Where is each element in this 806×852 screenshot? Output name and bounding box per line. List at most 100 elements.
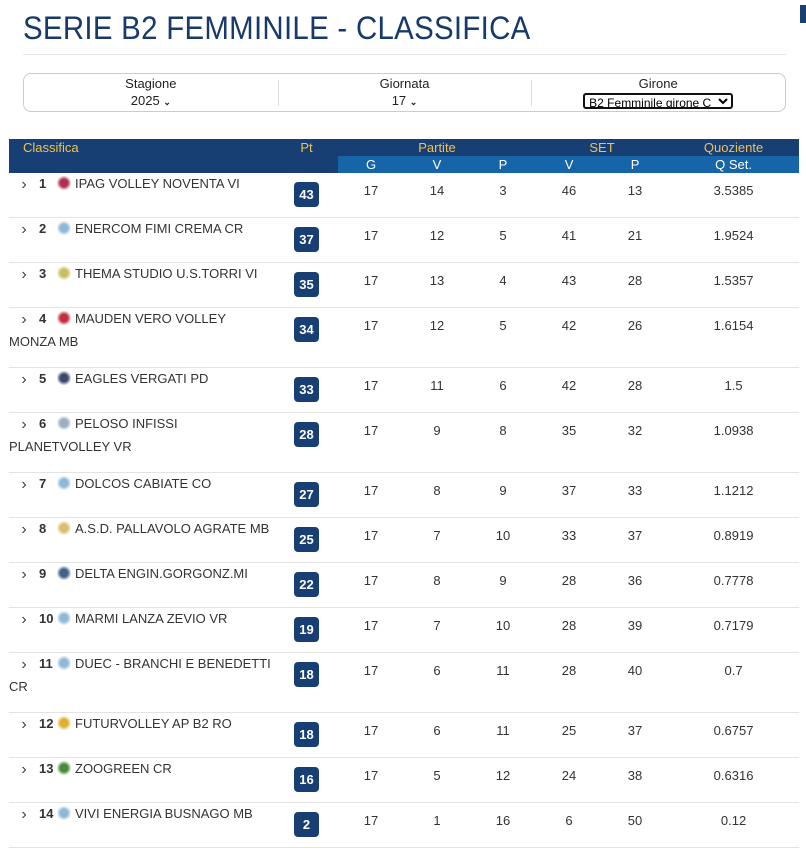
table-row[interactable]: › 1 IPAG VOLLEY NOVENTA VI 43 17 14 3 46 13 3.538…	[9, 173, 800, 218]
expand-chevron-icon[interactable]: ›	[21, 416, 27, 433]
header-pt: Pt	[275, 139, 338, 156]
team-name[interactable]: ENERCOM FIMI CREMA CR	[75, 221, 244, 236]
filter-label: Girone	[638, 76, 678, 91]
expand-chevron-icon[interactable]: ›	[21, 566, 27, 583]
team-logo-icon	[57, 760, 71, 776]
standings-table: Classifica Pt Partite SET Quoziente G V …	[9, 139, 800, 848]
expand-chevron-icon[interactable]: ›	[21, 806, 27, 823]
subheader-v: V	[404, 156, 470, 173]
expand-chevron-icon[interactable]: ›	[21, 371, 27, 388]
team-cell: › 10 MARMI LANZA ZEVIO VR	[9, 607, 275, 653]
cell-sp: 28	[602, 262, 669, 308]
points-badge: 16	[294, 767, 319, 792]
cell-q: 1.5357	[668, 262, 800, 308]
cell-g: 17	[338, 802, 404, 848]
position: 6	[39, 416, 47, 431]
expand-chevron-icon[interactable]: ›	[21, 611, 27, 628]
cell-g: 17	[338, 712, 404, 758]
points-badge: 22	[294, 572, 319, 597]
position: 5	[39, 371, 47, 386]
table-row[interactable]: › 8 A.S.D. PALLAVOLO AGRATE MB 25 17 7 10 33 37 0…	[9, 517, 800, 563]
cell-p: 5	[470, 217, 537, 263]
team-cell: › 2 ENERCOM FIMI CREMA CR	[9, 217, 275, 263]
expand-chevron-icon[interactable]: ›	[21, 176, 27, 193]
cell-q: 1.6154	[668, 307, 800, 368]
cell-p: 6	[470, 367, 537, 413]
team-name[interactable]: EAGLES VERGATI PD	[75, 371, 209, 386]
cell-sp: 13	[602, 173, 669, 218]
cell-sv: 35	[536, 412, 603, 473]
header-set: SET	[536, 139, 669, 156]
team-logo-icon	[57, 715, 71, 731]
team-name[interactable]: MARMI LANZA ZEVIO VR	[75, 611, 228, 626]
chevron-down-icon: ⌄	[409, 97, 418, 107]
team-logo-icon	[57, 805, 71, 821]
team-name[interactable]: PELOSO INFISSI PLANETVOLLEY VR	[9, 416, 178, 454]
cell-sp: 33	[602, 472, 669, 518]
cell-sv: 28	[536, 562, 603, 608]
stagione-dropdown[interactable]: 2025 ⌄	[130, 93, 171, 108]
team-name[interactable]: VIVI ENERGIA BUSNAGO MB	[75, 806, 253, 821]
table-row[interactable]: › 3 THEMA STUDIO U.S.TORRI VI 35 17 13 4 43 28 1.…	[9, 262, 800, 308]
team-name[interactable]: MAUDEN VERO VOLLEY MONZA MB	[9, 311, 226, 349]
position: 1	[39, 176, 47, 191]
points-badge: 35	[294, 272, 319, 297]
cell-p: 5	[470, 307, 537, 368]
cell-g: 17	[338, 652, 404, 713]
expand-chevron-icon[interactable]: ›	[21, 521, 27, 538]
points-badge: 2	[294, 812, 319, 837]
table-row[interactable]: › 5 EAGLES VERGATI PD 33 17 11 6 42 28 1.5	[9, 367, 800, 413]
table-row[interactable]: › 11 DUEC - BRANCHI E BENEDETTI CR 18 17 6 11 2…	[9, 652, 800, 713]
team-cell: › 13 ZOOGREEN CR	[9, 757, 275, 803]
table-row[interactable]: › 6 PELOSO INFISSI PLANETVOLLEY VR 28 17 9 8 35…	[9, 412, 800, 473]
expand-chevron-icon[interactable]: ›	[21, 221, 27, 238]
position: 11	[39, 656, 53, 671]
table-row[interactable]: › 12 FUTURVOLLEY AP B2 RO 18 17 6 11 25 37 0.6757	[9, 712, 800, 758]
cell-q: 1.9524	[668, 217, 800, 263]
cell-sv: 28	[536, 607, 603, 653]
team-name[interactable]: A.S.D. PALLAVOLO AGRATE MB	[75, 521, 270, 536]
giornata-dropdown[interactable]: 17 ⌄	[391, 93, 418, 108]
cell-sv: 33	[536, 517, 603, 563]
table-row[interactable]: › 14 VIVI ENERGIA BUSNAGO MB 2 17 1 16 6 50 0.12	[9, 802, 800, 848]
table-row[interactable]: › 9 DELTA ENGIN.GORGONZ.MI 22 17 8 9 28 36 0.7778	[9, 562, 800, 608]
cell-p: 8	[470, 412, 537, 473]
expand-chevron-icon[interactable]: ›	[21, 716, 27, 733]
expand-chevron-icon[interactable]: ›	[21, 761, 27, 778]
team-name[interactable]: THEMA STUDIO U.S.TORRI VI	[75, 266, 258, 281]
team-name[interactable]: DOLCOS CABIATE CO	[75, 476, 212, 491]
team-cell: › 7 DOLCOS CABIATE CO	[9, 472, 275, 518]
header-partite: Partite	[338, 139, 537, 156]
subheader-g: G	[338, 156, 404, 173]
cell-sv: 6	[536, 802, 603, 848]
team-name[interactable]: DUEC - BRANCHI E BENEDETTI CR	[9, 656, 271, 694]
points-badge: 18	[294, 662, 319, 687]
points-badge: 33	[294, 377, 319, 402]
cell-g: 17	[338, 517, 404, 563]
team-name[interactable]: ZOOGREEN CR	[75, 761, 172, 776]
table-row[interactable]: › 10 MARMI LANZA ZEVIO VR 19 17 7 10 28 39 0.7179	[9, 607, 800, 653]
team-logo-icon	[57, 220, 71, 236]
cell-g: 17	[338, 607, 404, 653]
expand-chevron-icon[interactable]: ›	[21, 266, 27, 283]
team-name[interactable]: FUTURVOLLEY AP B2 RO	[75, 716, 232, 731]
points-badge: 28	[294, 422, 319, 447]
table-row[interactable]: › 7 DOLCOS CABIATE CO 27 17 8 9 37 33 1.1212	[9, 472, 800, 518]
expand-chevron-icon[interactable]: ›	[21, 656, 27, 673]
table-row[interactable]: › 4 MAUDEN VERO VOLLEY MONZA MB 34 17 12 5 42 26…	[9, 307, 800, 368]
expand-chevron-icon[interactable]: ›	[21, 311, 27, 328]
team-logo-icon	[57, 370, 71, 386]
cell-sp: 26	[602, 307, 669, 368]
team-logo-icon	[57, 655, 71, 671]
table-row[interactable]: › 13 ZOOGREEN CR 16 17 5 12 24 38 0.6316	[9, 757, 800, 803]
girone-select[interactable]: B2 Femminile girone C	[583, 93, 734, 109]
table-row[interactable]: › 2 ENERCOM FIMI CREMA CR 37 17 12 5 41 21 1.9524	[9, 217, 800, 263]
cell-p: 9	[470, 472, 537, 518]
cell-q: 1.1212	[668, 472, 800, 518]
filter-girone: Girone B2 Femminile girone C	[531, 74, 785, 111]
team-name[interactable]: DELTA ENGIN.GORGONZ.MI	[75, 566, 248, 581]
team-logo-icon	[57, 175, 71, 191]
expand-chevron-icon[interactable]: ›	[21, 476, 27, 493]
cell-g: 17	[338, 562, 404, 608]
team-name[interactable]: IPAG VOLLEY NOVENTA VI	[75, 176, 240, 191]
